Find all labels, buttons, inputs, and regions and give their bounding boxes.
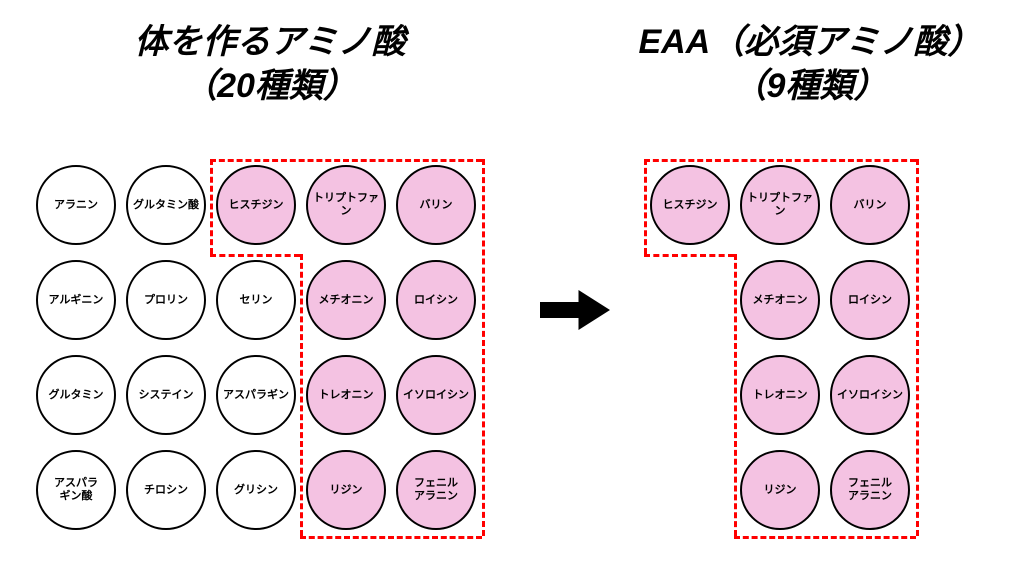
dash-segment [734,536,916,539]
amino-circle: トレオニン [306,355,386,435]
dash-segment [210,159,482,162]
dash-segment [644,159,916,162]
right-title-line1: EAA（必須アミノ酸） [630,20,990,64]
amino-circle: グルタミン酸 [126,165,206,245]
amino-label: グルタミン酸 [133,199,199,212]
amino-circle: リジン [740,450,820,530]
amino-circle: チロシン [126,450,206,530]
amino-circle: アスパラギン [216,355,296,435]
dash-segment [734,254,737,536]
dash-segment [644,159,647,254]
amino-label: フェニルアラニン [848,477,892,502]
amino-label: ヒスチジン [663,199,718,212]
amino-label: セリン [240,294,273,307]
right-panel: EAA（必須アミノ酸） （9種類） [630,20,990,108]
amino-circle: アルギニン [36,260,116,340]
amino-label: トリプトファン [742,192,818,217]
dash-segment [644,254,734,257]
amino-circle: グリシン [216,450,296,530]
amino-circle: ヒスチジン [216,165,296,245]
amino-label: リジン [330,484,363,497]
amino-circle: バリン [830,165,910,245]
amino-label: プロリン [144,294,188,307]
left-panel: 体を作るアミノ酸 （20種類） [30,20,510,108]
left-title-line1: 体を作るアミノ酸 [30,20,510,64]
amino-label: バリン [854,199,887,212]
amino-label: グリシン [234,484,278,497]
amino-label: グルタミン [49,389,104,402]
right-title-line2: （9種類） [630,64,990,108]
dash-segment [300,536,482,539]
left-title: 体を作るアミノ酸 （20種類） [30,20,510,108]
amino-circle: フェニルアラニン [396,450,476,530]
amino-circle: イソロイシン [830,355,910,435]
dash-segment [210,254,300,257]
amino-circle: アスパラギン酸 [36,450,116,530]
amino-circle: トレオニン [740,355,820,435]
amino-circle: メチオニン [740,260,820,340]
amino-circle: バリン [396,165,476,245]
amino-label: メチオニン [753,294,808,307]
amino-label: ロイシン [414,294,458,307]
amino-label: アラニン [54,199,98,212]
amino-label: トレオニン [753,389,808,402]
dash-segment [210,159,213,254]
dash-segment [916,159,919,536]
amino-label: トレオニン [319,389,374,402]
amino-circle: グルタミン [36,355,116,435]
amino-circle: イソロイシン [396,355,476,435]
amino-label: メチオニン [319,294,374,307]
amino-circle: ヒスチジン [650,165,730,245]
right-title: EAA（必須アミノ酸） （9種類） [630,20,990,108]
dash-segment [482,159,485,536]
amino-label: チロシン [144,484,188,497]
amino-label: ヒスチジン [229,199,284,212]
amino-label: リジン [764,484,797,497]
amino-circle: プロリン [126,260,206,340]
amino-circle: フェニルアラニン [830,450,910,530]
amino-circle: システイン [126,355,206,435]
amino-label: イソロイシン [403,389,469,402]
amino-label: アスパラギン酸 [54,477,98,502]
dash-segment [300,254,303,536]
amino-circle: セリン [216,260,296,340]
amino-label: システイン [139,389,194,402]
amino-label: フェニルアラニン [414,477,458,502]
left-title-line2: （20種類） [30,64,510,108]
amino-circle: リジン [306,450,386,530]
amino-circle: トリプトファン [740,165,820,245]
amino-label: アスパラギン [223,389,289,402]
arrow-icon [540,290,610,330]
amino-label: トリプトファン [308,192,384,217]
amino-label: イソロイシン [837,389,903,402]
amino-label: ロイシン [848,294,892,307]
amino-circle: ロイシン [830,260,910,340]
amino-label: アルギニン [49,294,104,307]
amino-circle: ロイシン [396,260,476,340]
amino-circle: メチオニン [306,260,386,340]
amino-circle: トリプトファン [306,165,386,245]
amino-label: バリン [420,199,453,212]
amino-circle: アラニン [36,165,116,245]
